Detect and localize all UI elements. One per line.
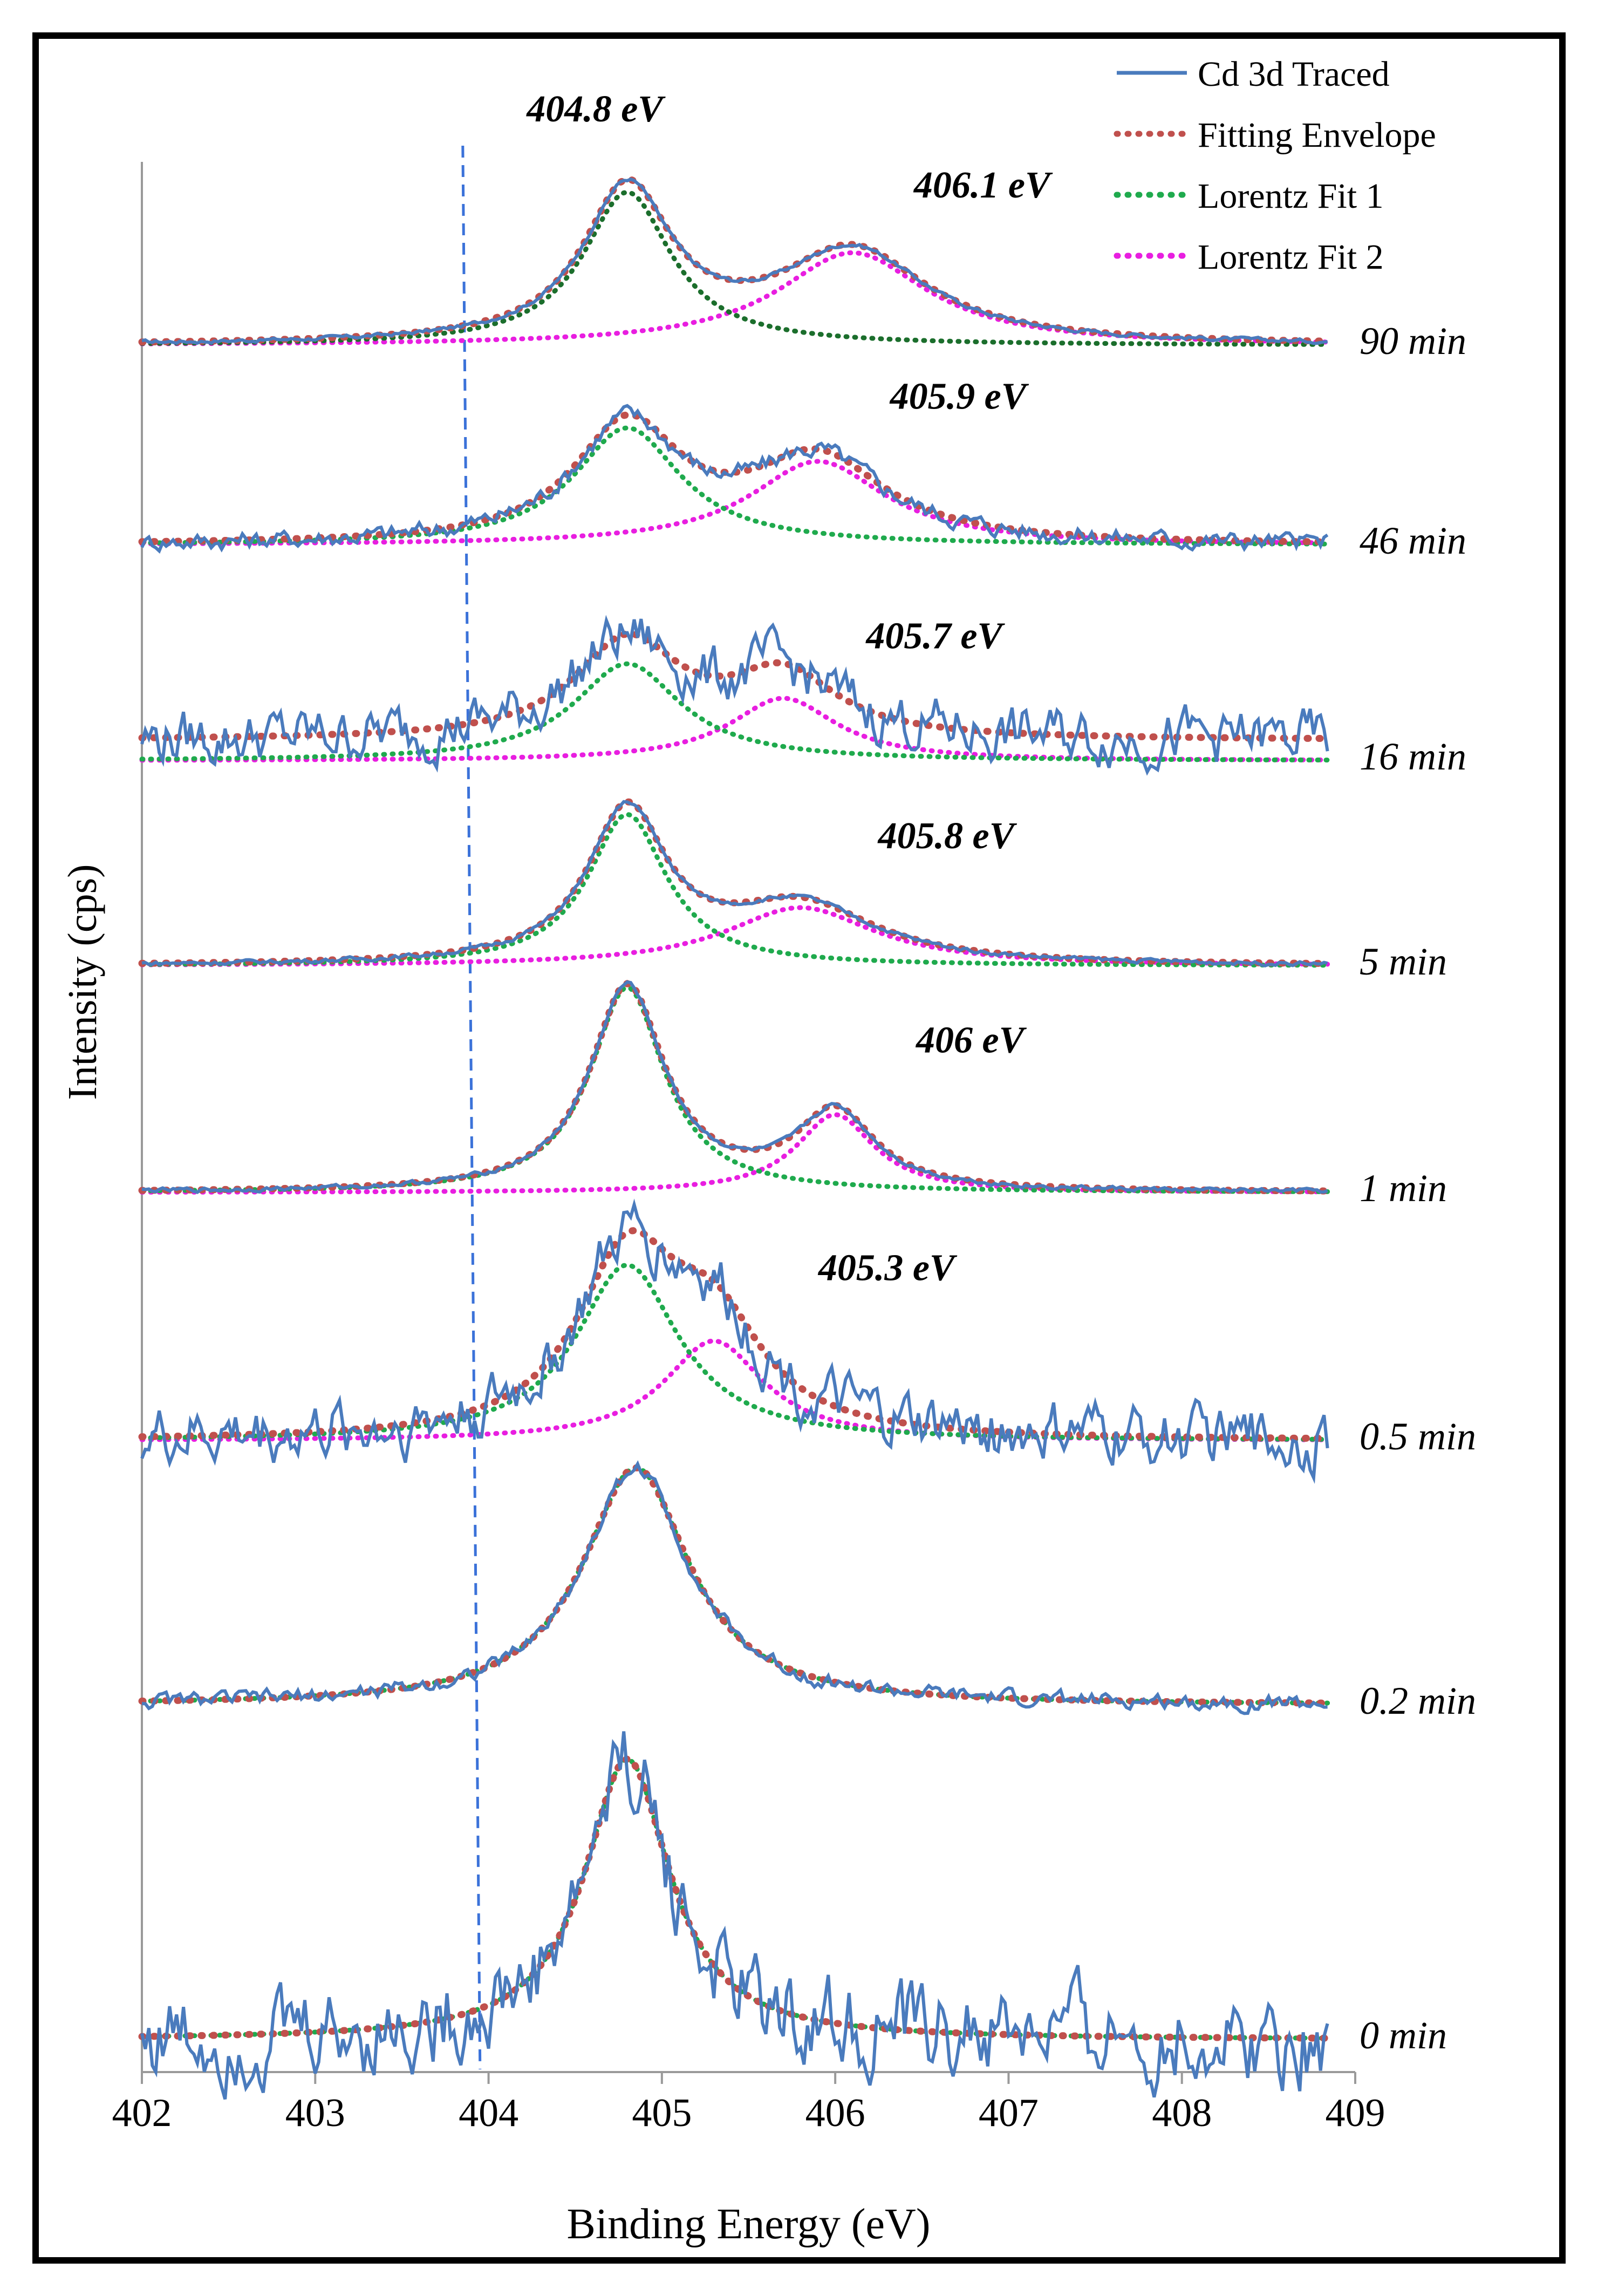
- cd3d-traced-line: [141, 980, 1328, 1194]
- cd3d-traced-line: [141, 177, 1328, 345]
- lorentz-fit-2-line: [139, 250, 1330, 346]
- x-tick-label: 405: [632, 2091, 692, 2135]
- axes-group: [141, 162, 1356, 2084]
- x-tick-label: 402: [112, 2091, 172, 2135]
- peak2-energy-label: 405.7 eV: [865, 616, 1005, 657]
- lorentz-fit-1-line: [139, 425, 1330, 547]
- y-axis-label: Intensity (cps): [60, 864, 105, 1100]
- legend-label: Lorentz Fit 1: [1198, 176, 1384, 216]
- peak2-energy-label: 406.1 eV: [913, 165, 1053, 206]
- peak2-energy-label: 405.8 eV: [877, 815, 1017, 857]
- fitting-envelope-line: [138, 411, 1331, 546]
- cd3d-traced-line: [140, 404, 1329, 554]
- x-tick-label: 404: [459, 2091, 518, 2135]
- lorentz-fit-2-line: [139, 1338, 1330, 1442]
- x-axis-label: Binding Energy (eV): [567, 2200, 931, 2248]
- fitting-envelope-line: [138, 1227, 1331, 1442]
- chart-marks: [138, 145, 1331, 2100]
- x-tick-label: 408: [1152, 2091, 1212, 2135]
- panel-time-label: 46 min: [1360, 519, 1466, 562]
- peak2-energy-label: 405.3 eV: [817, 1248, 958, 1289]
- fitting-envelope-line: [138, 1464, 1331, 1707]
- panel-time-label: 0.2 min: [1360, 1679, 1476, 1722]
- fitting-envelope-line: [138, 798, 1331, 968]
- lorentz-fit-1-line: [139, 985, 1330, 1194]
- lorentz-fit-2-line: [139, 696, 1330, 763]
- panel-time-label: 1 min: [1360, 1167, 1447, 1210]
- lorentz-fit-2-line: [139, 1112, 1330, 1195]
- lorentz-fit-1-line: [139, 1465, 1330, 1706]
- legend-label: Lorentz Fit 2: [1198, 237, 1384, 277]
- x-tick-label: 407: [979, 2091, 1039, 2135]
- cd3d-traced-line: [140, 1198, 1329, 1484]
- cd3d-traced-line: [140, 1731, 1329, 2100]
- figure-frame: [32, 32, 1566, 2264]
- x-tick-label: 406: [805, 2091, 865, 2135]
- peak2-energy-label: 406 eV: [915, 1020, 1027, 1061]
- lorentz-fit-1-line: [139, 661, 1330, 762]
- legend-label: Fitting Envelope: [1198, 115, 1436, 155]
- lorentz-fit-1-line: [139, 189, 1330, 347]
- fitting-envelope-line: [138, 175, 1331, 346]
- x-tick-label: 409: [1326, 2091, 1385, 2135]
- reference-line: [461, 145, 482, 2070]
- cd3d-traced-line: [140, 615, 1329, 776]
- panel-time-label: 5 min: [1360, 940, 1447, 983]
- panel-time-label: 16 min: [1360, 735, 1466, 778]
- legend-label: Cd 3d Traced: [1198, 54, 1390, 94]
- panel-time-label: 0.5 min: [1360, 1415, 1476, 1458]
- cd3d-traced-line: [141, 800, 1328, 968]
- chart-labels: 402 403 404 405 406 407 408 409 90 min 404.8 eV 40…: [112, 88, 1477, 2135]
- legend: Cd 3d Traced Fitting Envelope Lorentz Fit …: [1114, 54, 1436, 277]
- lorentz-fit-1-line: [139, 1756, 1330, 2041]
- x-tick-label: 403: [285, 2091, 345, 2135]
- peak2-energy-label: 405.9 eV: [889, 376, 1029, 418]
- lorentz-fit-2-line: [139, 905, 1330, 968]
- panel-time-label: 90 min: [1360, 319, 1466, 363]
- lorentz-fit-1-line: [139, 812, 1330, 968]
- cd3d-traced-line: [141, 1460, 1328, 1715]
- panel-time-label: 0 min: [1360, 2014, 1447, 2057]
- peak1-energy-label: 404.8 eV: [525, 88, 666, 130]
